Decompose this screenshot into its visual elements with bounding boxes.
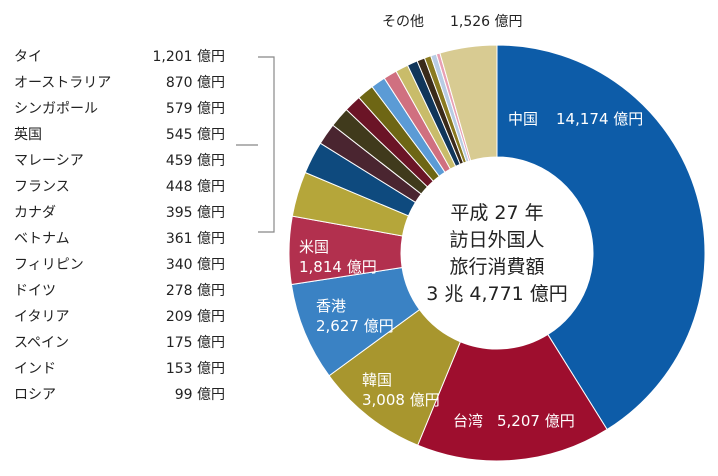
- minor-value-vietnam: 361 億円: [165, 231, 225, 247]
- center-text-line-3: 旅行消費額: [449, 256, 544, 278]
- slice-中国: [496, 44, 706, 431]
- minor-label-vietnam: ベトナム: [14, 231, 70, 247]
- minor-group-bracket: [236, 56, 275, 233]
- center-text-line-1: 平成 27 年: [450, 202, 543, 224]
- slice-label-china-name: 中国: [508, 110, 538, 128]
- minor-value-russia: 99 億円: [174, 387, 225, 403]
- minor-value-spain: 175 億円: [165, 335, 225, 351]
- minor-value-singapore: 579 億円: [165, 101, 225, 117]
- slice-label-taiwan-name: 台湾: [453, 412, 483, 430]
- minor-value-australia: 870 億円: [165, 75, 225, 91]
- slice-label-taiwan-value: 5,207 億円: [497, 412, 575, 430]
- minor-label-india: インド: [14, 361, 56, 377]
- minor-label-germany: ドイツ: [14, 283, 56, 299]
- minor-value-germany: 278 億円: [165, 283, 225, 299]
- donut-slices: [288, 44, 706, 462]
- slice-label-other-value: 1,526 億円: [450, 14, 523, 30]
- minor-value-france: 448 億円: [165, 179, 225, 195]
- minor-label-spain: スペイン: [14, 335, 70, 351]
- minor-label-malaysia: マレーシア: [14, 153, 84, 169]
- minor-label-uk: 英国: [14, 127, 42, 143]
- minor-label-italy: イタリア: [14, 309, 70, 325]
- slice-その他: [439, 44, 498, 162]
- slice-label-usa-name: 米国: [299, 238, 329, 256]
- minor-value-italy: 209 億円: [165, 309, 225, 325]
- minor-label-canada: カナダ: [14, 205, 56, 221]
- minor-value-india: 153 億円: [165, 361, 225, 377]
- minor-label-russia: ロシア: [14, 387, 56, 403]
- minor-label-australia: オーストラリア: [14, 75, 112, 91]
- minor-label-thailand: タイ: [14, 49, 42, 65]
- slice-label-usa-value: 1,814 億円: [299, 258, 377, 276]
- slice-label-other-name: その他: [382, 14, 424, 30]
- minor-value-thailand: 1,201 億円: [152, 49, 225, 65]
- minor-label-france: フランス: [14, 179, 70, 195]
- slice-label-hongkong-value: 2,627 億円: [316, 317, 394, 335]
- slice-label-korea-name: 韓国: [362, 371, 392, 389]
- slice-label-hongkong-name: 香港: [316, 297, 346, 315]
- minor-value-canada: 395 億円: [165, 205, 225, 221]
- center-text-line-2: 訪日外国人: [449, 229, 544, 251]
- minor-value-philippines: 340 億円: [165, 257, 225, 273]
- slice-label-korea-value: 3,008 億円: [362, 391, 440, 409]
- minor-label-philippines: フィリピン: [14, 257, 84, 273]
- slice-台湾: [417, 333, 608, 462]
- slice-label-china-value: 14,174 億円: [556, 110, 643, 128]
- center-text-line-4: 3 兆 4,771 億円: [426, 283, 568, 305]
- minor-value-uk: 545 億円: [165, 127, 225, 143]
- minor-label-singapore: シンガポール: [14, 101, 98, 117]
- minor-value-malaysia: 459 億円: [165, 153, 225, 169]
